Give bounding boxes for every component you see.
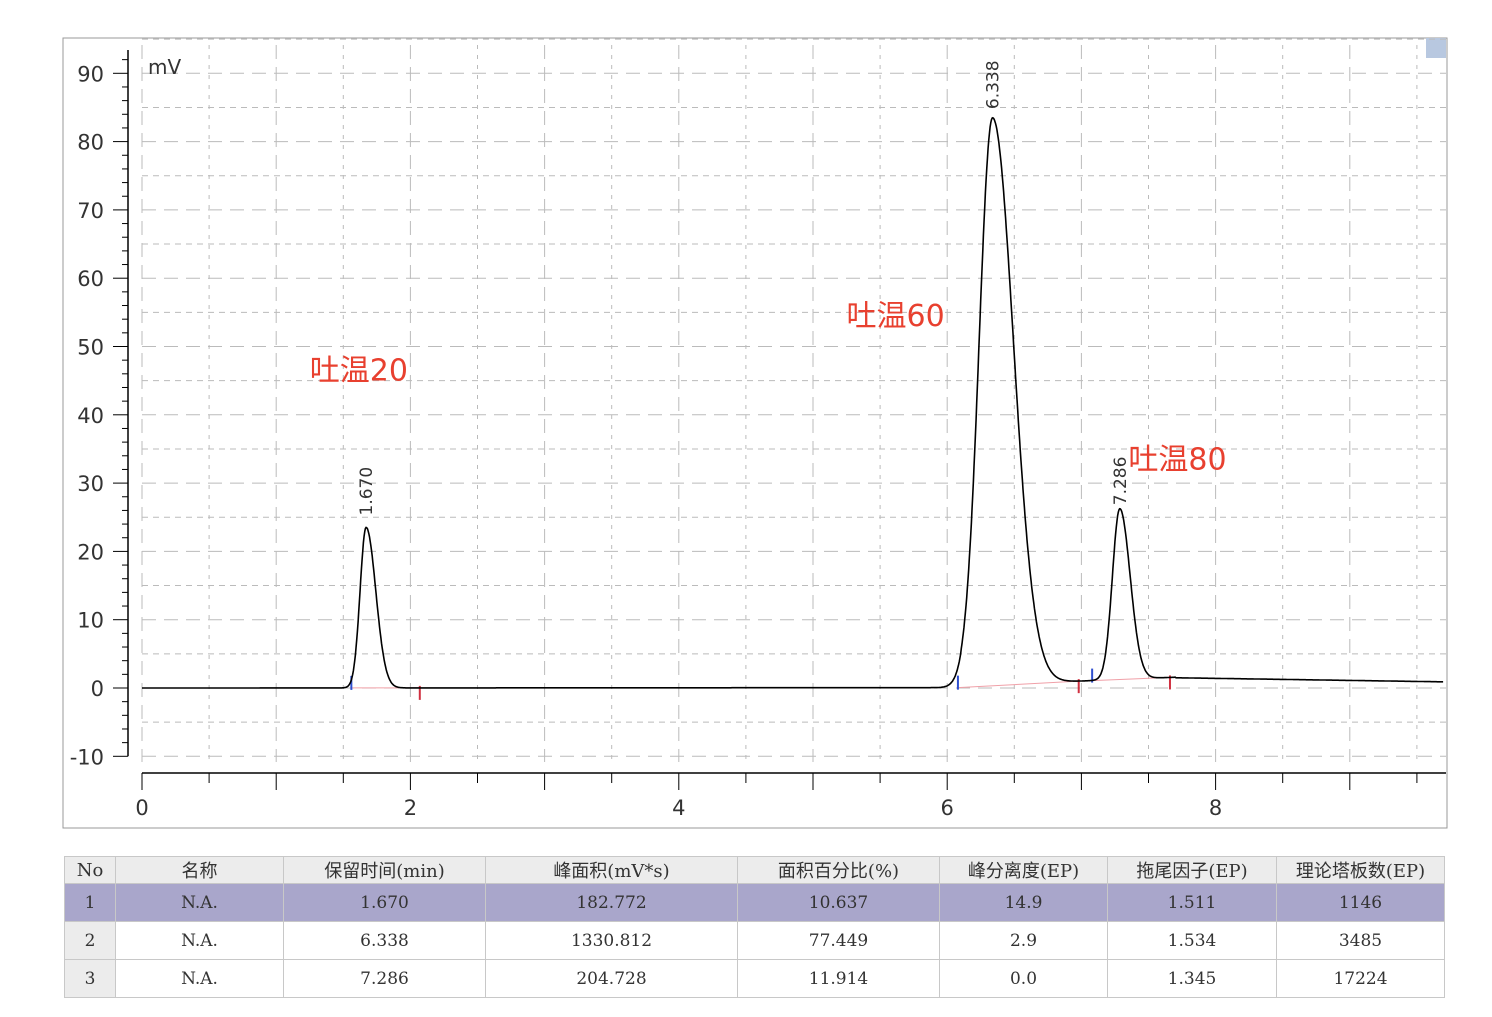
column-header[interactable]: 峰面积(mV*s) — [485, 856, 738, 884]
x-tick-label: 4 — [672, 796, 685, 820]
x-tick-label: 6 — [941, 796, 954, 820]
column-header[interactable]: 理论塔板数(EP) — [1276, 856, 1445, 884]
table-cell: 6.338 — [283, 921, 486, 960]
table-cell: 1.511 — [1107, 883, 1277, 922]
table-cell: 77.449 — [737, 921, 940, 960]
table-cell: 1330.812 — [485, 921, 738, 960]
y-tick-label: 30 — [77, 472, 104, 496]
y-tick-label: 80 — [77, 131, 104, 155]
peak-table: No 名称 保留时间(min) 峰面积(mV*s) 面积百分比(%) 峰分离度(EP) 拖尾… — [64, 856, 1445, 998]
y-tick-label: 20 — [77, 540, 104, 564]
peak-annotation: 吐温20 — [310, 354, 408, 389]
y-tick-label: 60 — [77, 267, 104, 291]
table-cell: 3 — [64, 959, 116, 998]
column-header[interactable]: 峰分离度(EP) — [939, 856, 1108, 884]
table-cell: 3485 — [1276, 921, 1445, 960]
y-tick-label: 0 — [91, 677, 104, 701]
column-header[interactable]: 拖尾因子(EP) — [1107, 856, 1277, 884]
peak-rt-label: 7.286 — [1111, 457, 1131, 506]
table-cell: 14.9 — [939, 883, 1108, 922]
table-cell: 182.772 — [485, 883, 738, 922]
table-cell: 1 — [64, 883, 116, 922]
peak-annotation: 吐温80 — [1128, 442, 1226, 477]
table-cell: 2.9 — [939, 921, 1108, 960]
table-cell: 1.670 — [283, 883, 486, 922]
peak-rt-label: 1.670 — [357, 467, 377, 516]
table-cell: 0.0 — [939, 959, 1108, 998]
table-header-row: No 名称 保留时间(min) 峰面积(mV*s) 面积百分比(%) 峰分离度(EP) 拖尾… — [64, 856, 1445, 884]
peak-rt-label: 6.338 — [984, 60, 1004, 109]
x-tick-label: 2 — [404, 796, 417, 820]
scroll-corner[interactable] — [1426, 38, 1446, 58]
table-cell: 1.345 — [1107, 959, 1277, 998]
y-tick-label: 40 — [77, 404, 104, 428]
table-cell: 10.637 — [737, 883, 940, 922]
column-header[interactable]: No — [64, 856, 116, 884]
y-tick-label: 10 — [77, 609, 104, 633]
table-row[interactable]: 1 N.A. 1.670 182.772 10.637 14.9 1.511 1146 — [64, 883, 1445, 922]
x-tick-label: 0 — [135, 796, 148, 820]
x-tick-label: 8 — [1209, 796, 1222, 820]
y-tick-label: -10 — [70, 745, 104, 769]
signal-trace — [142, 116, 1444, 689]
y-tick-label: 90 — [77, 62, 104, 86]
table-cell: 17224 — [1276, 959, 1445, 998]
table-cell: 1.534 — [1107, 921, 1277, 960]
y-axis-label: mV — [148, 55, 181, 79]
table-cell: 1146 — [1276, 883, 1445, 922]
table-row[interactable]: 3 N.A. 7.286 204.728 11.914 0.0 1.345 17224 — [64, 959, 1445, 998]
peak-annotation: 吐温60 — [847, 299, 945, 334]
table-cell: 204.728 — [485, 959, 738, 998]
column-header[interactable]: 名称 — [115, 856, 284, 884]
integration-baseline — [957, 680, 1079, 689]
table-cell: N.A. — [115, 883, 284, 922]
table-cell: 11.914 — [737, 959, 940, 998]
table-cell: N.A. — [115, 959, 284, 998]
chromatogram-chart: 90 80 70 60 50 40 30 20 10 0 -10 0 2 4 6 8 1.670 6.338 7.… — [62, 37, 1448, 829]
table-cell: 7.286 — [283, 959, 486, 998]
table-cell: 2 — [64, 921, 116, 960]
column-header[interactable]: 面积百分比(%) — [737, 856, 940, 884]
y-tick-label: 50 — [77, 336, 104, 360]
table-cell: N.A. — [115, 921, 284, 960]
chart-frame — [62, 37, 1448, 829]
y-tick-label: 70 — [77, 199, 104, 223]
table-row[interactable]: 2 N.A. 6.338 1330.812 77.449 2.9 1.534 3485 — [64, 921, 1445, 960]
column-header[interactable]: 保留时间(min) — [283, 856, 486, 884]
